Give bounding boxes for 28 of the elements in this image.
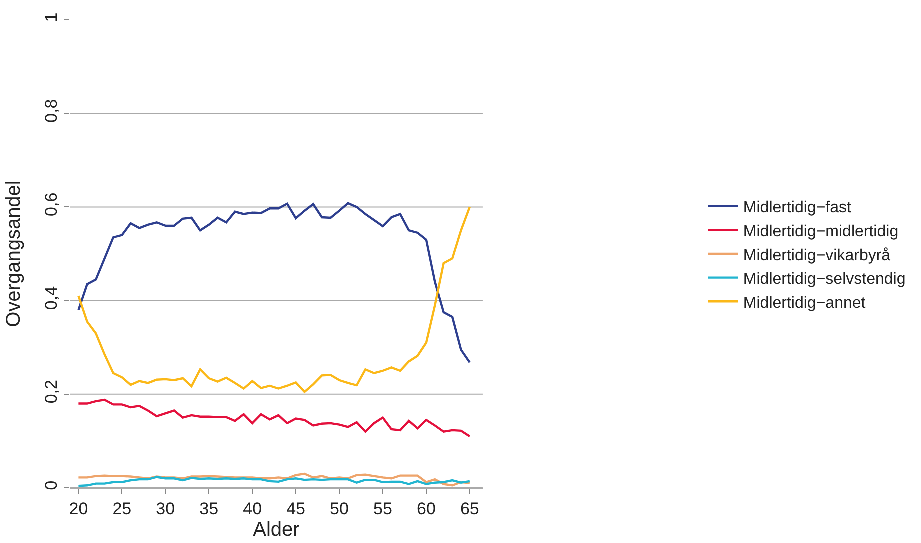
x-tick-label: 55 xyxy=(374,499,392,518)
x-tick-label: 20 xyxy=(69,499,88,518)
y-axis-title: Overgangsandel xyxy=(3,180,25,328)
y-tick-label: 0,8 xyxy=(42,99,62,123)
legend-label: Midlertidig−vikarbyrå xyxy=(743,247,891,264)
legend-label: Midlertidig−annet xyxy=(743,294,866,312)
line-series xyxy=(78,206,472,394)
y-tick-label: 0 xyxy=(42,480,62,490)
line-series xyxy=(78,476,472,488)
line-series xyxy=(78,398,472,438)
legend-label: Midlertidig−selvstendig xyxy=(743,271,906,288)
x-tick-label: 65 xyxy=(460,499,480,518)
line-series xyxy=(78,472,472,487)
x-axis-title: Alder xyxy=(253,518,300,541)
y-tick-label: 0,4 xyxy=(42,286,62,310)
x-tick-label: 30 xyxy=(156,499,176,518)
y-tick-label: 0,2 xyxy=(42,380,62,404)
x-tick-label: 50 xyxy=(330,499,349,518)
y-tick-label: 1 xyxy=(42,12,62,22)
x-tick-label: 35 xyxy=(200,499,219,518)
x-tick-label: 40 xyxy=(243,499,262,518)
x-tick-label: 60 xyxy=(416,499,436,518)
legend-label: Midlertidig−fast xyxy=(743,200,852,217)
line-series xyxy=(78,202,472,364)
y-tick-label: 0,6 xyxy=(42,192,62,216)
x-tick-label: 45 xyxy=(286,499,306,518)
legend-label: Midlertidig−midlertidig xyxy=(743,223,899,240)
x-tick-label: 25 xyxy=(112,499,132,518)
